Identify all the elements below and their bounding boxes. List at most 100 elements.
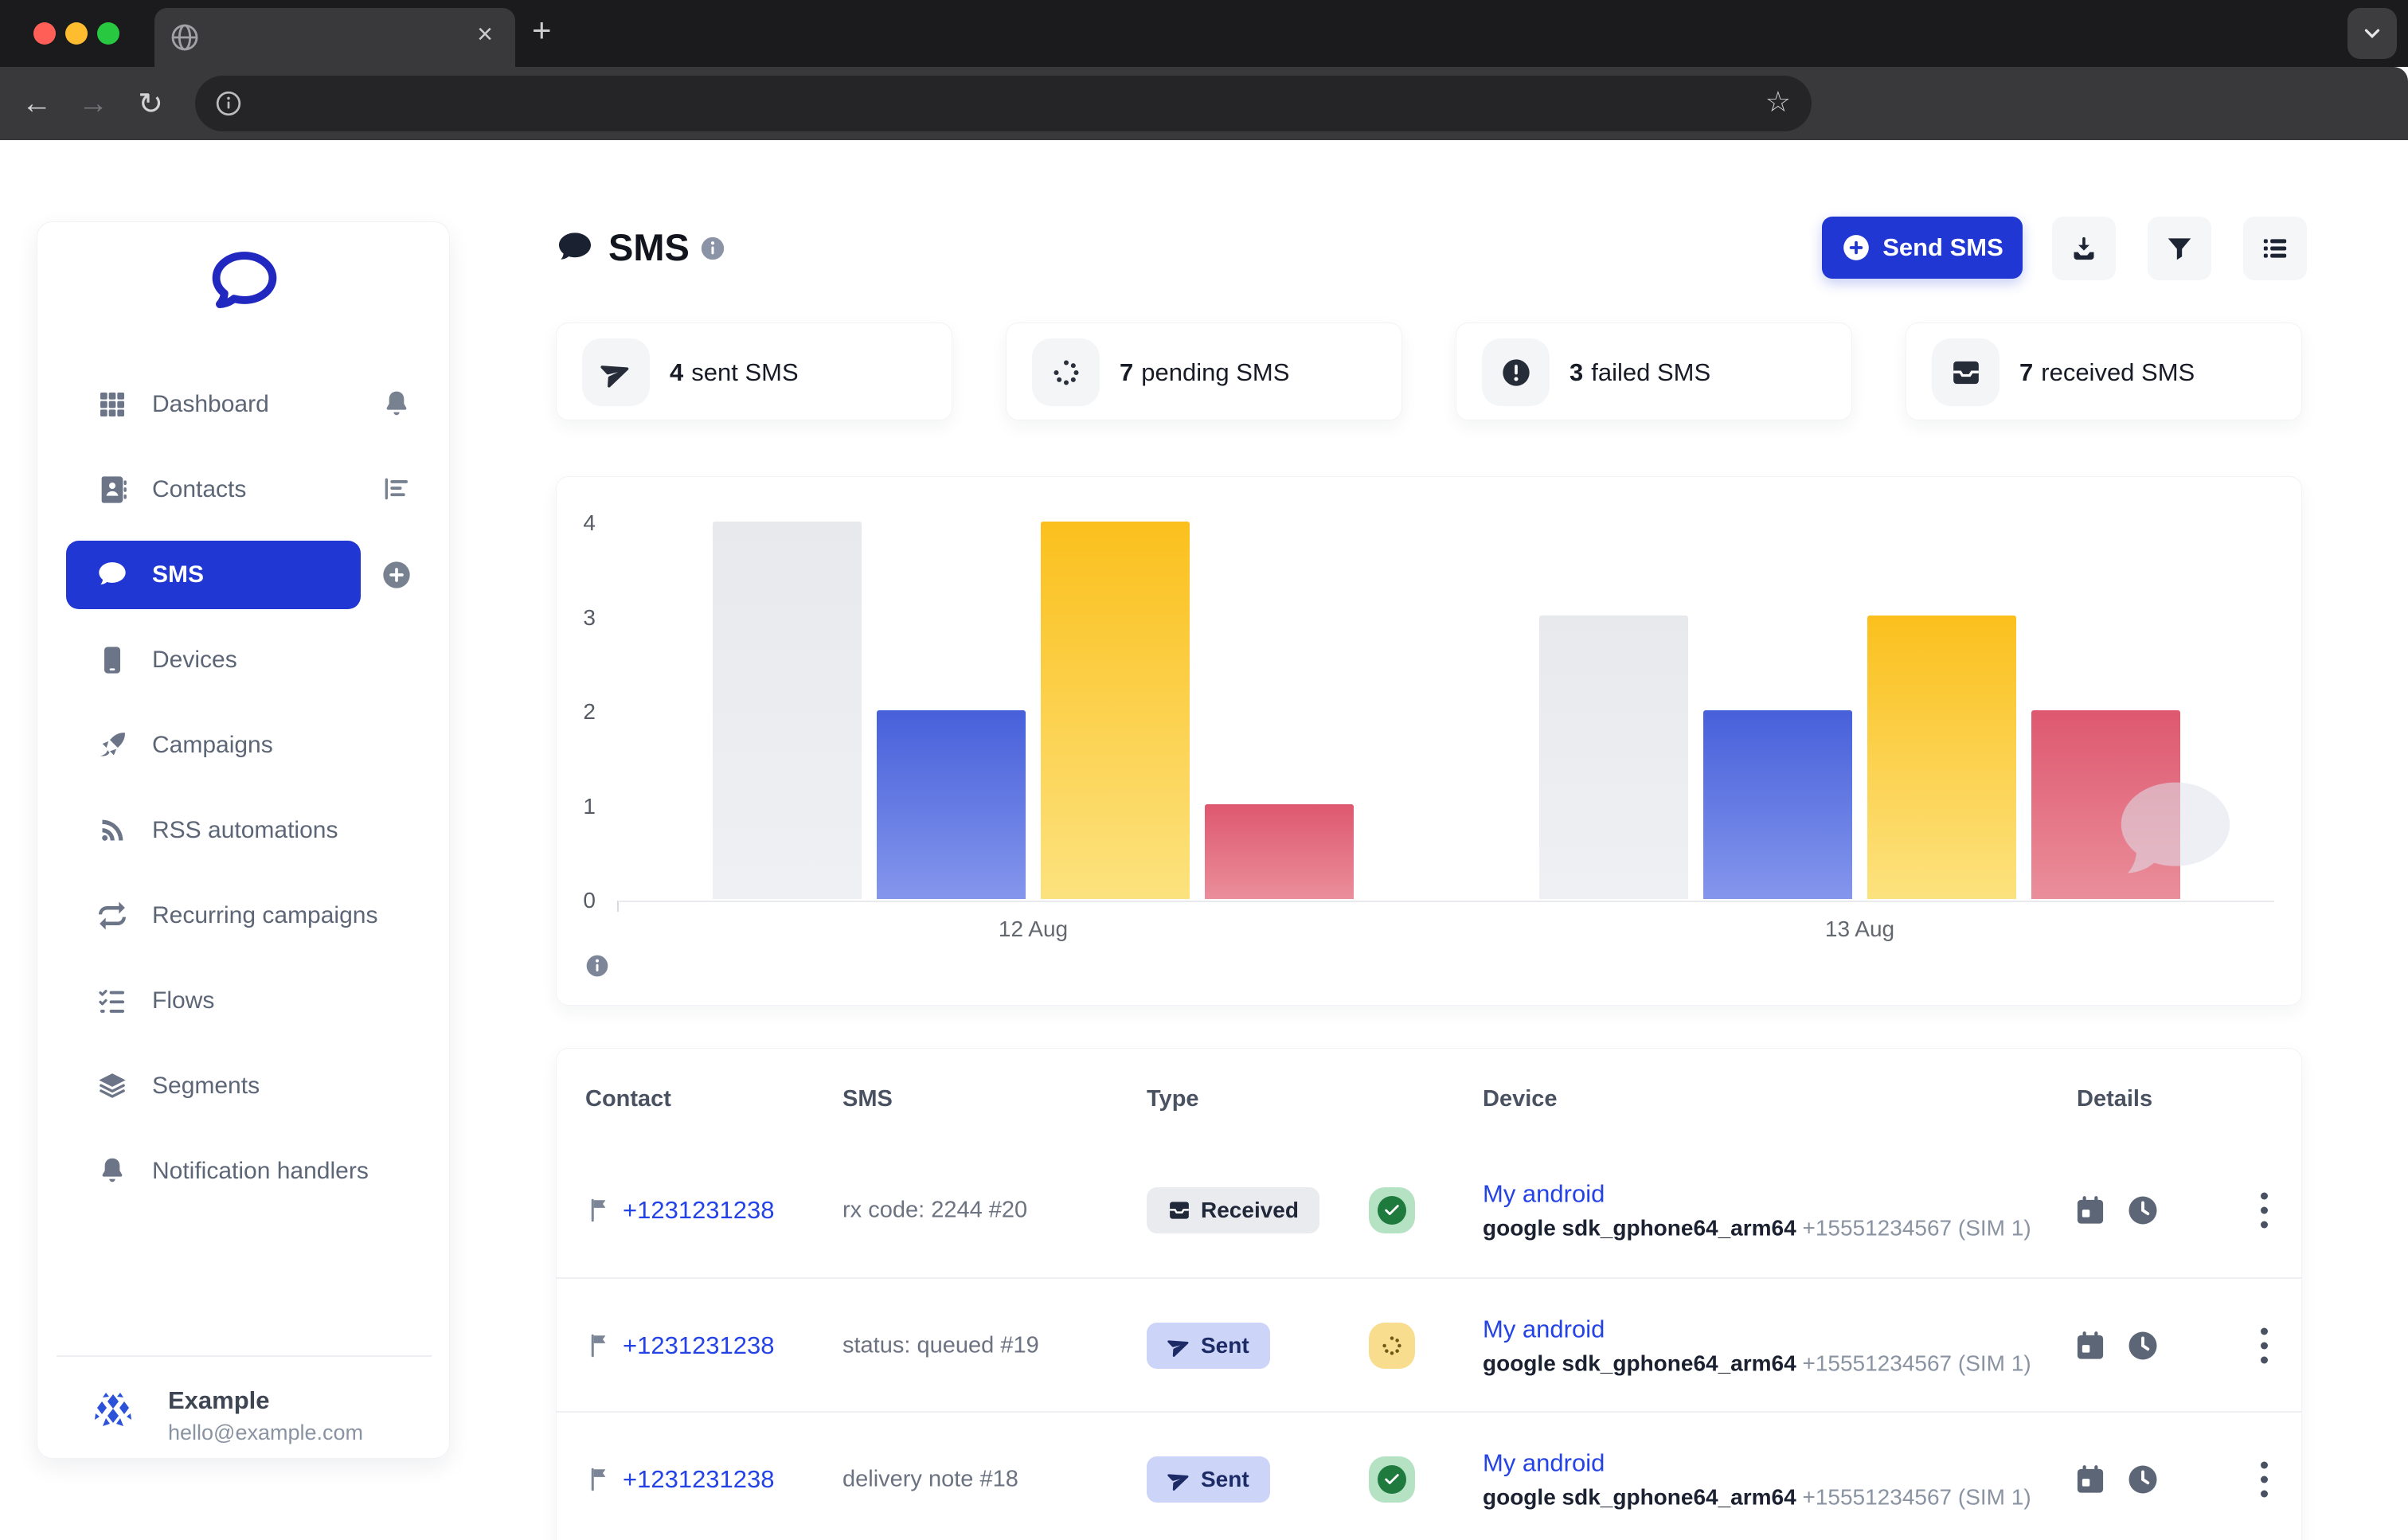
sidebar-item-recurring-campaigns[interactable]: Recurring campaigns bbox=[66, 881, 377, 950]
row-divider bbox=[556, 1411, 2302, 1413]
title-info-icon[interactable] bbox=[699, 235, 726, 262]
stat-value: 7 bbox=[2019, 358, 2034, 386]
back-button[interactable]: ← bbox=[22, 86, 52, 120]
stat-value: 7 bbox=[1120, 358, 1134, 386]
window-close-button[interactable] bbox=[33, 22, 56, 45]
type-badge-label: Sent bbox=[1201, 1467, 1249, 1491]
window-zoom-button[interactable] bbox=[97, 22, 119, 45]
site-info-icon[interactable] bbox=[214, 89, 243, 118]
sidebar-item-devices[interactable]: Devices bbox=[66, 626, 361, 694]
leaderboard-chart-icon[interactable] bbox=[381, 473, 412, 505]
stat-label: failed SMS bbox=[1591, 358, 1711, 386]
paper-plane-icon bbox=[1167, 1340, 1189, 1357]
avatar[interactable] bbox=[85, 1383, 141, 1439]
calendar-icon[interactable] bbox=[2074, 1329, 2107, 1362]
device-link[interactable]: My android bbox=[1483, 1315, 1605, 1343]
tab-overflow-button[interactable] bbox=[2347, 8, 2397, 59]
status-success-indicator bbox=[1369, 1456, 1415, 1503]
chart-info-icon[interactable] bbox=[584, 953, 610, 979]
chevron-down-icon bbox=[2364, 29, 2380, 39]
notifications-bell-icon[interactable] bbox=[381, 389, 412, 420]
inbox-icon bbox=[1170, 1202, 1189, 1219]
clock-icon[interactable] bbox=[2126, 1194, 2160, 1227]
sidebar-item-label: SMS bbox=[152, 561, 205, 588]
filter-button[interactable] bbox=[2148, 217, 2211, 280]
sms-table bbox=[556, 1048, 2302, 1540]
contacts-book-icon bbox=[101, 476, 127, 503]
sidebar-item-campaigns[interactable]: Campaigns bbox=[66, 711, 361, 780]
rss-icon bbox=[102, 819, 123, 841]
device-link[interactable]: My android bbox=[1483, 1448, 1605, 1477]
list-view-button[interactable] bbox=[2243, 217, 2307, 280]
list-icon bbox=[2263, 239, 2287, 258]
contact-phone-link[interactable]: +1231231238 bbox=[623, 1331, 775, 1359]
contact-phone-link[interactable]: +1231231238 bbox=[623, 1196, 775, 1224]
inbox-icon bbox=[1953, 361, 1979, 384]
browser-tab[interactable]: × bbox=[154, 8, 515, 67]
calendar-icon[interactable] bbox=[2074, 1194, 2107, 1227]
stat-icon-box bbox=[1932, 338, 2000, 406]
flag-icon bbox=[591, 1198, 606, 1222]
sidebar-item-notification-handlers[interactable]: Notification handlers bbox=[66, 1137, 369, 1206]
sidebar-item-sms[interactable]: SMS bbox=[66, 541, 361, 609]
address-bar[interactable]: ☆ bbox=[195, 76, 1812, 131]
sidebar-item-label: RSS automations bbox=[152, 817, 338, 843]
sidebar-item-label: Campaigns bbox=[152, 732, 273, 758]
check-circle-icon bbox=[1378, 1465, 1406, 1494]
bar-group-13-aug bbox=[1539, 522, 2180, 899]
sidebar-item-rss-automations[interactable]: RSS automations bbox=[66, 796, 361, 865]
export-download-button[interactable] bbox=[2052, 217, 2116, 280]
device-model: google sdk_gphone64_arm64 bbox=[1483, 1215, 1796, 1241]
clock-icon[interactable] bbox=[2126, 1463, 2160, 1496]
stat-value: 3 bbox=[1570, 358, 1584, 386]
sms-message-text: status: queued #19 bbox=[842, 1332, 1039, 1358]
y-tick-label: 1 bbox=[583, 793, 596, 819]
stat-card-pending: 7 pending SMS bbox=[1006, 322, 1402, 420]
type-badge-label: Sent bbox=[1201, 1333, 1249, 1358]
y-tick-label: 3 bbox=[583, 604, 596, 630]
sidebar-divider bbox=[57, 1355, 432, 1357]
calendar-icon[interactable] bbox=[2074, 1463, 2107, 1496]
watermark-logo bbox=[2121, 782, 2230, 874]
chart-bar-received bbox=[1041, 522, 1190, 899]
row-menu-kebab-icon[interactable] bbox=[2252, 1192, 2276, 1229]
tab-close-icon[interactable]: × bbox=[477, 19, 493, 49]
grid-icon bbox=[100, 393, 124, 416]
column-header-device: Device bbox=[1483, 1086, 1558, 1112]
sidebar-item-contacts[interactable]: Contacts bbox=[66, 455, 361, 524]
status-success-indicator bbox=[1369, 1187, 1415, 1233]
add-sms-plus-icon[interactable] bbox=[381, 559, 412, 591]
speech-bubble-icon bbox=[99, 562, 126, 584]
sidebar: Dashboard Contacts SMS De bbox=[37, 221, 450, 1459]
stat-card-sent: 4 sent SMS bbox=[556, 322, 952, 420]
device-link[interactable]: My android bbox=[1483, 1179, 1605, 1208]
bookmark-star-icon[interactable]: ☆ bbox=[1765, 85, 1791, 118]
sidebar-item-label: Notification handlers bbox=[152, 1158, 369, 1184]
send-sms-button[interactable]: Send SMS bbox=[1822, 217, 2023, 279]
sidebar-item-label: Recurring campaigns bbox=[152, 902, 378, 928]
column-header-details: Details bbox=[2077, 1086, 2153, 1112]
type-badge-label: Received bbox=[1201, 1198, 1299, 1222]
sidebar-item-flows[interactable]: Flows bbox=[66, 967, 361, 1035]
sidebar-item-label: Dashboard bbox=[152, 391, 269, 417]
device-model: google sdk_gphone64_arm64 bbox=[1483, 1350, 1796, 1376]
window-minimize-button[interactable] bbox=[65, 22, 88, 45]
forward-button[interactable]: → bbox=[78, 86, 108, 120]
column-header-type: Type bbox=[1147, 1086, 1199, 1112]
list-check-icon bbox=[99, 990, 124, 1013]
table-row: +1231231238 status: queued #19 Sent My a… bbox=[556, 1279, 2302, 1413]
x-axis-label: 13 Aug bbox=[1824, 917, 1895, 941]
sidebar-item-dashboard[interactable]: Dashboard bbox=[66, 370, 361, 439]
row-menu-kebab-icon[interactable] bbox=[2252, 1461, 2276, 1498]
device-cell: My android google sdk_gphone64_arm64 +15… bbox=[1483, 1315, 2031, 1377]
new-tab-button[interactable]: + bbox=[532, 11, 552, 49]
reload-button[interactable]: ↻ bbox=[138, 87, 163, 121]
error-circle-icon bbox=[1502, 358, 1530, 386]
stat-icon-box bbox=[582, 338, 650, 406]
sidebar-item-segments[interactable]: Segments bbox=[66, 1052, 361, 1120]
contact-phone-link[interactable]: +1231231238 bbox=[623, 1465, 775, 1493]
row-menu-kebab-icon[interactable] bbox=[2252, 1327, 2276, 1364]
stat-icon-box bbox=[1482, 338, 1550, 406]
user-name: Example bbox=[168, 1386, 270, 1414]
clock-icon[interactable] bbox=[2126, 1329, 2160, 1362]
